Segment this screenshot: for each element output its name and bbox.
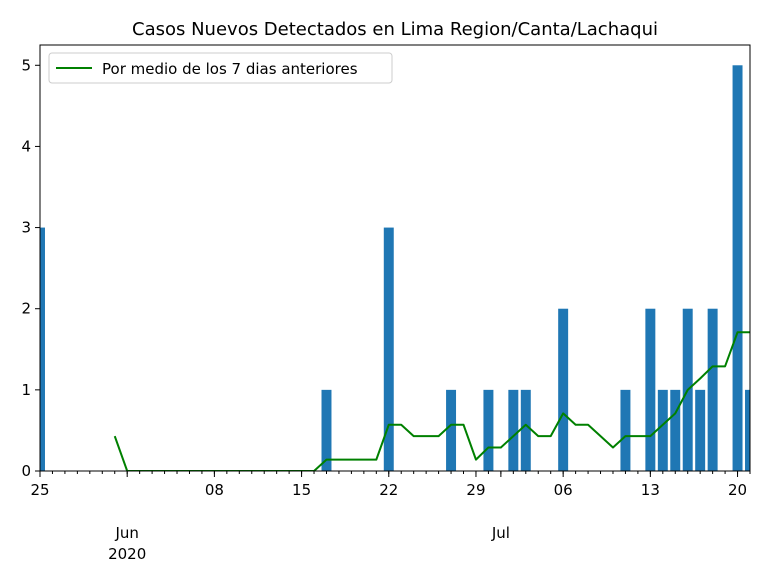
bars-group — [40, 65, 750, 471]
y-tick-label: 5 — [21, 56, 31, 74]
bar — [383, 227, 394, 471]
x-tick-label: 13 — [641, 481, 660, 499]
series-line — [113, 331, 750, 471]
legend-label: Por medio de los 7 dias anteriores — [102, 60, 358, 78]
bar — [520, 389, 531, 471]
bar — [446, 389, 457, 471]
bar — [657, 389, 668, 471]
bar — [645, 308, 656, 471]
x-tick-label: 22 — [379, 481, 398, 499]
chart-title: Casos Nuevos Detectados en Lima Region/C… — [132, 19, 658, 40]
y-tick-label: 2 — [21, 300, 31, 318]
bar — [321, 389, 332, 471]
bar — [695, 389, 706, 471]
legend: Por medio de los 7 dias anteriores — [48, 52, 393, 84]
bar — [707, 308, 718, 471]
bar — [483, 389, 494, 471]
legend-box — [48, 52, 393, 84]
x-month-label: Jul — [491, 524, 510, 542]
y-tick-label: 3 — [21, 219, 31, 237]
line-group — [113, 331, 750, 471]
y-tick-label: 1 — [21, 381, 31, 399]
x-year-label: 2020 — [108, 545, 146, 563]
x-axis: 25 08 15 22 29 06 13 20 Jun 2020 Jul — [30, 471, 751, 563]
plot-border — [39, 44, 751, 472]
plot-frame — [39, 44, 751, 472]
x-tick-label: 25 — [30, 481, 49, 499]
x-tick-label: 08 — [205, 481, 224, 499]
bar — [670, 389, 681, 471]
y-axis: 0 1 2 3 4 5 — [21, 56, 40, 480]
bar — [732, 65, 743, 471]
bar — [508, 389, 519, 471]
x-tick-label: 06 — [554, 481, 573, 499]
x-tick-label: 29 — [466, 481, 485, 499]
bar — [745, 389, 750, 471]
y-tick-label: 4 — [21, 137, 31, 155]
x-month-label: Jun — [114, 524, 138, 542]
bar — [558, 308, 569, 471]
x-tick-label: 15 — [292, 481, 311, 499]
bar — [40, 227, 45, 471]
x-tick-label: 20 — [728, 481, 747, 499]
y-tick-label: 0 — [21, 462, 31, 480]
bar — [620, 389, 631, 471]
